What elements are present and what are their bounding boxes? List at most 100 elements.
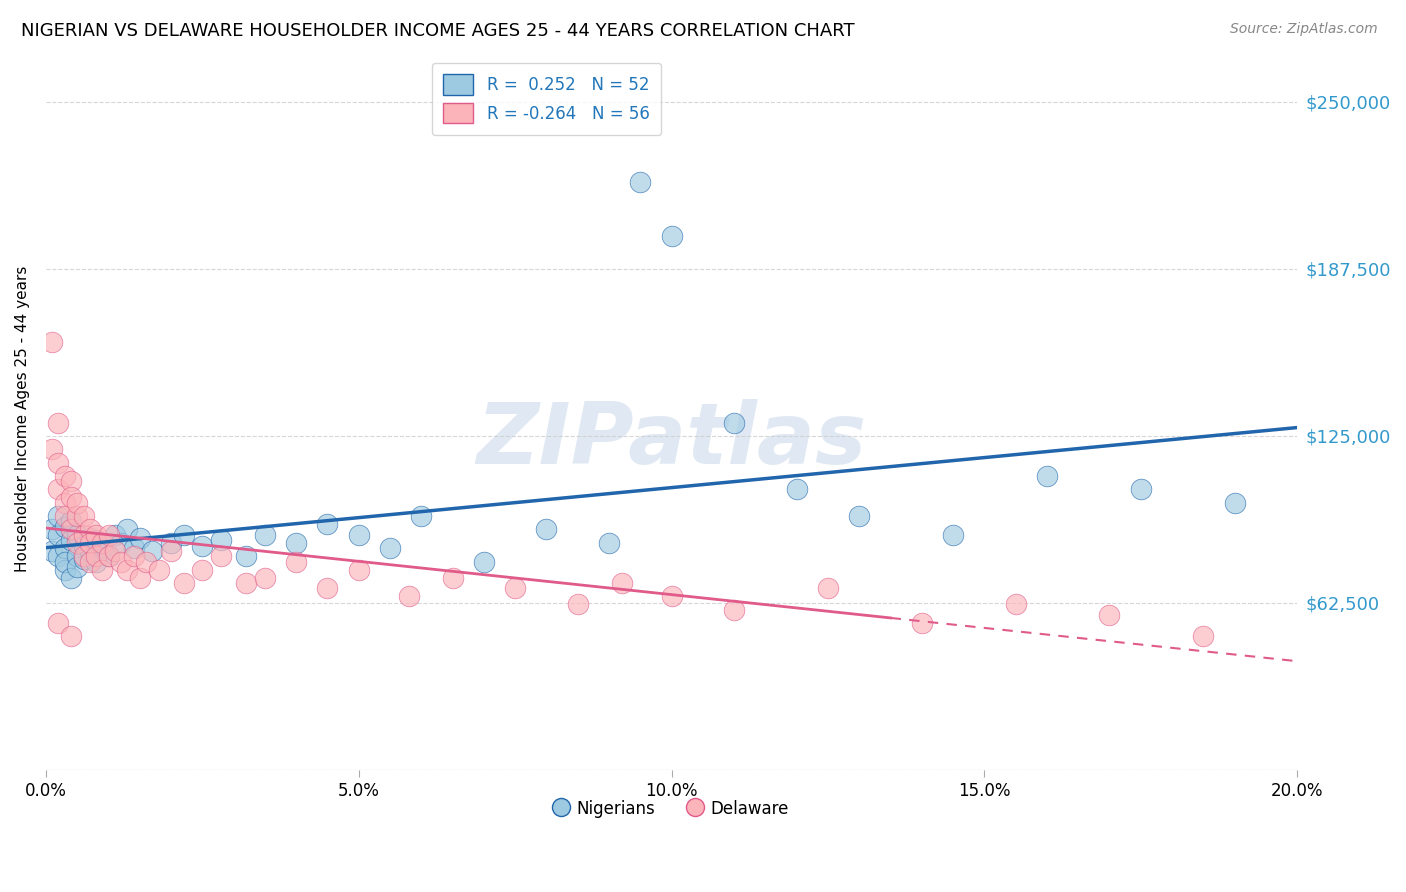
Point [122, 541, 145, 556]
Point [48, 528, 70, 542]
Point [59, 515, 82, 529]
Point [53, 555, 76, 569]
Point [567, 597, 589, 611]
Point [316, 582, 339, 596]
Point [66, 536, 89, 550]
Point [610, 576, 633, 591]
Point [536, 523, 558, 537]
Point [41, 544, 63, 558]
Point [173, 528, 195, 542]
Point [661, 228, 683, 243]
Point [97, 528, 120, 542]
Point [1004, 597, 1026, 611]
Point [79, 531, 101, 545]
Point [84, 555, 107, 569]
Text: ZIPatlas: ZIPatlas [477, 399, 866, 482]
Point [84, 533, 107, 548]
Point [53, 509, 76, 524]
Point [786, 483, 808, 497]
Point [48, 549, 70, 564]
Point [104, 544, 127, 558]
Point [84, 549, 107, 564]
Point [48, 416, 70, 430]
Point [53, 520, 76, 534]
Point [66, 509, 89, 524]
Point [628, 175, 651, 189]
Point [79, 536, 101, 550]
Point [160, 544, 183, 558]
Point [235, 549, 257, 564]
Point [59, 571, 82, 585]
Point [472, 555, 495, 569]
Point [347, 528, 370, 542]
Point [59, 475, 82, 489]
Point [91, 541, 114, 556]
Point [79, 555, 101, 569]
Point [723, 602, 745, 616]
Point [598, 536, 620, 550]
Point [84, 528, 107, 542]
Point [141, 544, 163, 558]
Point [173, 576, 195, 591]
Point [209, 533, 232, 548]
Point [72, 549, 94, 564]
Point [411, 509, 433, 524]
Point [41, 442, 63, 457]
Text: NIGERIAN VS DELAWARE HOUSEHOLDER INCOME AGES 25 - 44 YEARS CORRELATION CHART: NIGERIAN VS DELAWARE HOUSEHOLDER INCOME … [21, 22, 855, 40]
Point [41, 335, 63, 350]
Point [59, 533, 82, 548]
Text: Source: ZipAtlas.com: Source: ZipAtlas.com [1230, 22, 1378, 37]
Legend: Nigerians, Delaware: Nigerians, Delaware [548, 793, 796, 825]
Point [66, 549, 89, 564]
Point [235, 576, 257, 591]
Point [723, 416, 745, 430]
Point [253, 571, 276, 585]
Point [122, 549, 145, 564]
Point [53, 541, 76, 556]
Point [316, 517, 339, 532]
Point [1036, 469, 1059, 483]
Point [135, 555, 157, 569]
Y-axis label: Householder Income Ages 25 - 44 years: Householder Income Ages 25 - 44 years [15, 266, 30, 573]
Point [117, 523, 139, 537]
Point [53, 496, 76, 510]
Point [79, 523, 101, 537]
Point [253, 528, 276, 542]
Point [378, 541, 401, 556]
Point [942, 528, 965, 542]
Point [104, 528, 127, 542]
Point [48, 456, 70, 470]
Point [72, 528, 94, 542]
Point [41, 523, 63, 537]
Point [441, 571, 464, 585]
Point [48, 615, 70, 630]
Point [1129, 483, 1152, 497]
Point [91, 536, 114, 550]
Point [128, 571, 150, 585]
Point [53, 469, 76, 483]
Point [48, 509, 70, 524]
Point [848, 509, 870, 524]
Point [347, 563, 370, 577]
Point [911, 615, 934, 630]
Point [79, 544, 101, 558]
Point [191, 539, 214, 553]
Point [191, 563, 214, 577]
Point [72, 552, 94, 566]
Point [817, 582, 839, 596]
Point [285, 555, 308, 569]
Point [1223, 496, 1246, 510]
Point [160, 536, 183, 550]
Point [285, 536, 308, 550]
Point [59, 491, 82, 505]
Point [117, 563, 139, 577]
Point [503, 582, 526, 596]
Point [66, 496, 89, 510]
Point [661, 589, 683, 603]
Point [59, 523, 82, 537]
Point [209, 549, 232, 564]
Point [53, 563, 76, 577]
Point [72, 509, 94, 524]
Point [110, 536, 132, 550]
Point [59, 629, 82, 643]
